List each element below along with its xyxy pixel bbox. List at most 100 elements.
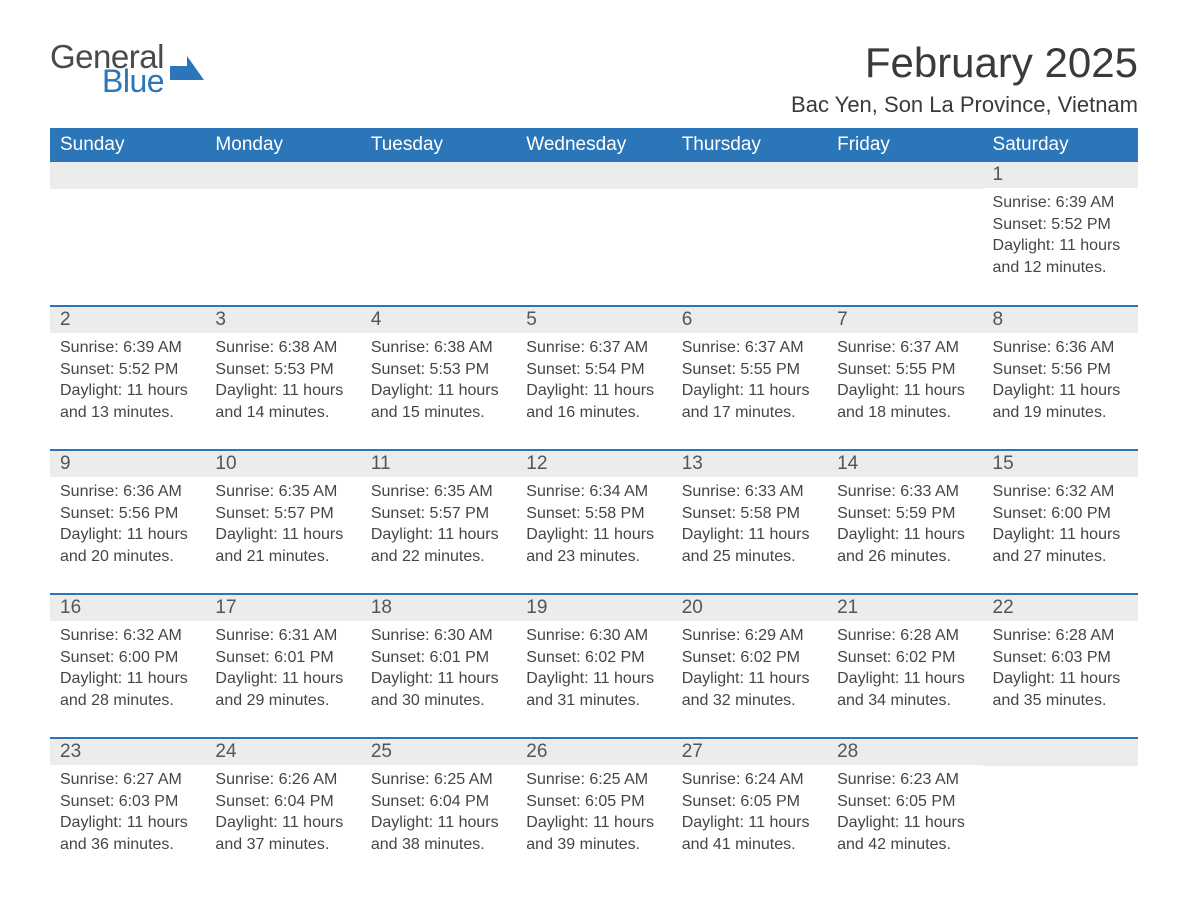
daylight-line: Daylight: 11 hours and 22 minutes. [371,524,506,567]
month-title: February 2025 [791,40,1138,86]
calendar-day-empty [50,162,205,306]
sunset-line: Sunset: 6:02 PM [837,647,972,669]
daylight-line: Daylight: 11 hours and 13 minutes. [60,380,195,423]
calendar-day: 19Sunrise: 6:30 AMSunset: 6:02 PMDayligh… [516,594,671,738]
calendar-day: 27Sunrise: 6:24 AMSunset: 6:05 PMDayligh… [672,738,827,882]
daylight-line: Daylight: 11 hours and 31 minutes. [526,668,661,711]
calendar-day: 12Sunrise: 6:34 AMSunset: 5:58 PMDayligh… [516,450,671,594]
calendar-day-empty [516,162,671,306]
day-details: Sunrise: 6:29 AMSunset: 6:02 PMDaylight:… [672,621,827,721]
weekday-header: Tuesday [361,128,516,162]
calendar-body: 1Sunrise: 6:39 AMSunset: 5:52 PMDaylight… [50,162,1138,882]
daylight-line: Daylight: 11 hours and 20 minutes. [60,524,195,567]
calendar-day: 4Sunrise: 6:38 AMSunset: 5:53 PMDaylight… [361,306,516,450]
sunrise-line: Sunrise: 6:33 AM [837,481,972,503]
day-details: Sunrise: 6:39 AMSunset: 5:52 PMDaylight:… [983,188,1138,288]
day-details: Sunrise: 6:25 AMSunset: 6:04 PMDaylight:… [361,765,516,865]
calendar-week: 23Sunrise: 6:27 AMSunset: 6:03 PMDayligh… [50,738,1138,882]
day-details: Sunrise: 6:30 AMSunset: 6:02 PMDaylight:… [516,621,671,721]
calendar-day: 7Sunrise: 6:37 AMSunset: 5:55 PMDaylight… [827,306,982,450]
calendar-week: 9Sunrise: 6:36 AMSunset: 5:56 PMDaylight… [50,450,1138,594]
sunset-line: Sunset: 5:57 PM [371,503,506,525]
sunrise-line: Sunrise: 6:33 AM [682,481,817,503]
weekday-header: Thursday [672,128,827,162]
day-number: 5 [516,307,671,333]
day-number: 4 [361,307,516,333]
weekday-header: Friday [827,128,982,162]
weekday-header: Sunday [50,128,205,162]
sunrise-line: Sunrise: 6:37 AM [526,337,661,359]
sunset-line: Sunset: 6:00 PM [60,647,195,669]
calendar-day: 5Sunrise: 6:37 AMSunset: 5:54 PMDaylight… [516,306,671,450]
sunrise-line: Sunrise: 6:36 AM [993,337,1128,359]
brand-logo: General Blue [50,40,204,97]
day-details: Sunrise: 6:37 AMSunset: 5:55 PMDaylight:… [827,333,982,433]
daylight-line: Daylight: 11 hours and 18 minutes. [837,380,972,423]
day-details: Sunrise: 6:26 AMSunset: 6:04 PMDaylight:… [205,765,360,865]
sunset-line: Sunset: 5:53 PM [371,359,506,381]
daylight-line: Daylight: 11 hours and 39 minutes. [526,812,661,855]
day-number [50,162,205,189]
calendar-day: 17Sunrise: 6:31 AMSunset: 6:01 PMDayligh… [205,594,360,738]
sunrise-line: Sunrise: 6:39 AM [60,337,195,359]
day-details: Sunrise: 6:31 AMSunset: 6:01 PMDaylight:… [205,621,360,721]
sunrise-line: Sunrise: 6:30 AM [526,625,661,647]
day-number: 16 [50,595,205,621]
day-number: 17 [205,595,360,621]
day-details: Sunrise: 6:38 AMSunset: 5:53 PMDaylight:… [361,333,516,433]
sunset-line: Sunset: 6:01 PM [371,647,506,669]
daylight-line: Daylight: 11 hours and 19 minutes. [993,380,1128,423]
calendar-week: 16Sunrise: 6:32 AMSunset: 6:00 PMDayligh… [50,594,1138,738]
calendar-day: 21Sunrise: 6:28 AMSunset: 6:02 PMDayligh… [827,594,982,738]
sunrise-line: Sunrise: 6:38 AM [371,337,506,359]
daylight-line: Daylight: 11 hours and 32 minutes. [682,668,817,711]
day-details: Sunrise: 6:37 AMSunset: 5:54 PMDaylight:… [516,333,671,433]
calendar-day: 3Sunrise: 6:38 AMSunset: 5:53 PMDaylight… [205,306,360,450]
calendar-day-empty [827,162,982,306]
weekday-header: Saturday [983,128,1138,162]
day-number: 8 [983,307,1138,333]
day-details: Sunrise: 6:30 AMSunset: 6:01 PMDaylight:… [361,621,516,721]
day-number: 19 [516,595,671,621]
day-number: 2 [50,307,205,333]
sunrise-line: Sunrise: 6:32 AM [993,481,1128,503]
day-number: 6 [672,307,827,333]
daylight-line: Daylight: 11 hours and 28 minutes. [60,668,195,711]
day-details: Sunrise: 6:23 AMSunset: 6:05 PMDaylight:… [827,765,982,865]
day-number [361,162,516,189]
sunrise-line: Sunrise: 6:28 AM [993,625,1128,647]
sunrise-line: Sunrise: 6:36 AM [60,481,195,503]
sunset-line: Sunset: 6:02 PM [682,647,817,669]
sunrise-line: Sunrise: 6:39 AM [993,192,1128,214]
day-details: Sunrise: 6:28 AMSunset: 6:02 PMDaylight:… [827,621,982,721]
day-details: Sunrise: 6:36 AMSunset: 5:56 PMDaylight:… [983,333,1138,433]
day-details: Sunrise: 6:27 AMSunset: 6:03 PMDaylight:… [50,765,205,865]
sunset-line: Sunset: 5:58 PM [682,503,817,525]
day-details: Sunrise: 6:34 AMSunset: 5:58 PMDaylight:… [516,477,671,577]
day-details: Sunrise: 6:36 AMSunset: 5:56 PMDaylight:… [50,477,205,577]
sunset-line: Sunset: 5:55 PM [682,359,817,381]
calendar-day: 18Sunrise: 6:30 AMSunset: 6:01 PMDayligh… [361,594,516,738]
day-number: 12 [516,451,671,477]
day-number: 10 [205,451,360,477]
day-number: 15 [983,451,1138,477]
sunrise-line: Sunrise: 6:30 AM [371,625,506,647]
daylight-line: Daylight: 11 hours and 26 minutes. [837,524,972,567]
day-number: 1 [983,162,1138,188]
calendar-table: SundayMondayTuesdayWednesdayThursdayFrid… [50,128,1138,882]
sunset-line: Sunset: 5:57 PM [215,503,350,525]
sunrise-line: Sunrise: 6:37 AM [682,337,817,359]
day-details: Sunrise: 6:32 AMSunset: 6:00 PMDaylight:… [50,621,205,721]
calendar-day: 1Sunrise: 6:39 AMSunset: 5:52 PMDaylight… [983,162,1138,306]
weekday-header-row: SundayMondayTuesdayWednesdayThursdayFrid… [50,128,1138,162]
daylight-line: Daylight: 11 hours and 36 minutes. [60,812,195,855]
calendar-day-empty [361,162,516,306]
day-details: Sunrise: 6:33 AMSunset: 5:58 PMDaylight:… [672,477,827,577]
day-details: Sunrise: 6:25 AMSunset: 6:05 PMDaylight:… [516,765,671,865]
calendar-day: 23Sunrise: 6:27 AMSunset: 6:03 PMDayligh… [50,738,205,882]
calendar-day: 13Sunrise: 6:33 AMSunset: 5:58 PMDayligh… [672,450,827,594]
day-details: Sunrise: 6:35 AMSunset: 5:57 PMDaylight:… [205,477,360,577]
day-number: 3 [205,307,360,333]
sunrise-line: Sunrise: 6:31 AM [215,625,350,647]
daylight-line: Daylight: 11 hours and 16 minutes. [526,380,661,423]
